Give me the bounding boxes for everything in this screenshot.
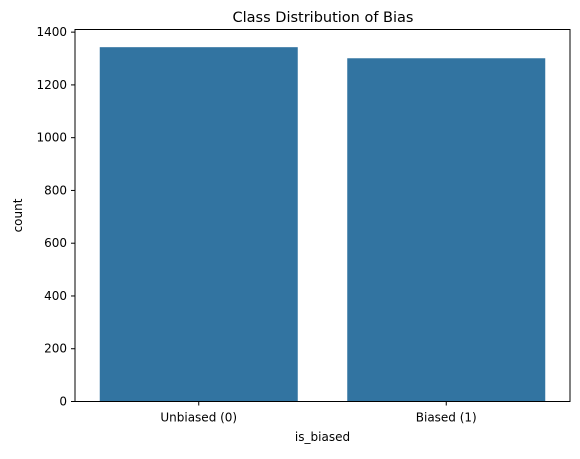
x-axis: Unbiased (0) Biased (1) [160,401,477,425]
y-tick-label: 0 [59,395,67,409]
y-tick-label: 1400 [36,25,67,39]
y-tick-label: 600 [44,236,67,250]
y-axis-label: count [11,198,25,232]
plot-frame [74,29,571,402]
x-tick-label: Biased (1) [416,411,477,425]
x-axis-label: is_biased [295,430,350,444]
bar-1 [347,58,546,402]
chart-title: Class Distribution of Bias [233,10,414,26]
y-tick-label: 200 [44,342,67,356]
y-tick-label: 400 [44,289,67,303]
y-tick-label: 1200 [36,78,67,92]
x-tick-label: Unbiased (0) [160,411,237,425]
y-axis: 0 200 400 600 800 1000 1200 1400 [36,25,75,409]
y-tick-label: 1000 [36,131,67,145]
bar-0 [99,47,298,402]
y-tick-label: 800 [44,183,67,197]
bars-group [99,47,546,402]
